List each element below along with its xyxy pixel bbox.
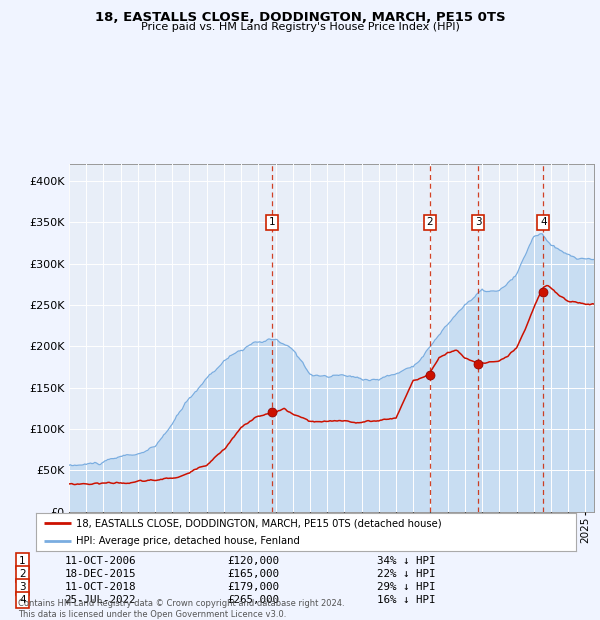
Text: 11-OCT-2018: 11-OCT-2018 [64, 582, 136, 592]
Text: 1: 1 [19, 556, 26, 566]
Text: Price paid vs. HM Land Registry's House Price Index (HPI): Price paid vs. HM Land Registry's House … [140, 22, 460, 32]
Text: 22% ↓ HPI: 22% ↓ HPI [377, 569, 435, 579]
Text: £265,000: £265,000 [227, 595, 279, 605]
Text: £120,000: £120,000 [227, 556, 279, 566]
Text: 34% ↓ HPI: 34% ↓ HPI [377, 556, 435, 566]
Text: 4: 4 [540, 217, 547, 227]
Text: 18-DEC-2015: 18-DEC-2015 [64, 569, 136, 579]
Text: 2: 2 [19, 569, 26, 579]
Text: 11-OCT-2006: 11-OCT-2006 [64, 556, 136, 566]
Text: 1: 1 [268, 217, 275, 227]
Text: 18, EASTALLS CLOSE, DODDINGTON, MARCH, PE15 0TS (detached house): 18, EASTALLS CLOSE, DODDINGTON, MARCH, P… [77, 518, 442, 528]
Text: 18, EASTALLS CLOSE, DODDINGTON, MARCH, PE15 0TS: 18, EASTALLS CLOSE, DODDINGTON, MARCH, P… [95, 11, 505, 24]
Text: 16% ↓ HPI: 16% ↓ HPI [377, 595, 435, 605]
Text: £179,000: £179,000 [227, 582, 279, 592]
Text: HPI: Average price, detached house, Fenland: HPI: Average price, detached house, Fenl… [77, 536, 301, 546]
Text: Contains HM Land Registry data © Crown copyright and database right 2024.
This d: Contains HM Land Registry data © Crown c… [18, 600, 344, 619]
Text: 25-JUL-2022: 25-JUL-2022 [64, 595, 136, 605]
Text: 29% ↓ HPI: 29% ↓ HPI [377, 582, 435, 592]
Text: 3: 3 [475, 217, 482, 227]
Text: 3: 3 [19, 582, 26, 592]
Text: 2: 2 [427, 217, 433, 227]
Text: £165,000: £165,000 [227, 569, 279, 579]
Text: 4: 4 [19, 595, 26, 605]
